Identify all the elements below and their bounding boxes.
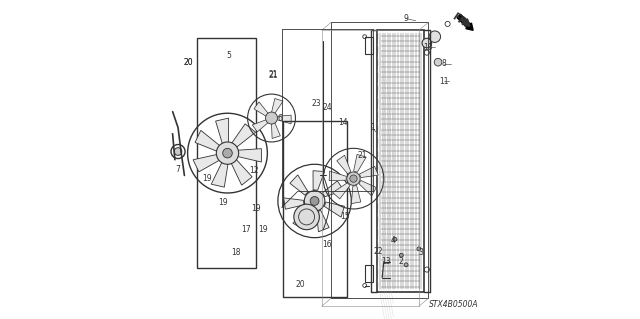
Text: 13: 13 [381, 257, 391, 266]
Polygon shape [230, 157, 252, 185]
Text: 20: 20 [296, 280, 305, 289]
Polygon shape [252, 120, 268, 132]
Circle shape [174, 148, 182, 155]
Bar [284, 121, 347, 297]
Polygon shape [211, 160, 228, 187]
Polygon shape [276, 115, 291, 124]
Circle shape [267, 113, 276, 123]
Polygon shape [359, 181, 376, 196]
Circle shape [350, 175, 357, 182]
Circle shape [399, 253, 403, 257]
Text: 19: 19 [252, 204, 261, 213]
Circle shape [223, 148, 232, 158]
Text: STX4B0500A: STX4B0500A [429, 300, 479, 309]
Circle shape [266, 112, 278, 124]
Text: 21: 21 [357, 151, 367, 160]
Polygon shape [254, 102, 268, 116]
Text: 3: 3 [418, 248, 423, 256]
Text: 19: 19 [202, 174, 212, 182]
Text: 14: 14 [338, 118, 348, 127]
Bar [365, 37, 372, 54]
Text: 1: 1 [371, 123, 375, 132]
Text: 24: 24 [322, 103, 332, 112]
Circle shape [393, 237, 397, 241]
Text: 23: 23 [311, 99, 321, 108]
Circle shape [434, 58, 442, 66]
Text: 22: 22 [373, 247, 383, 256]
Polygon shape [195, 130, 222, 152]
Polygon shape [216, 118, 228, 147]
Polygon shape [290, 175, 308, 195]
Text: 19: 19 [259, 225, 268, 234]
Text: 6: 6 [278, 114, 283, 122]
Bar [378, 30, 424, 292]
Circle shape [294, 204, 319, 230]
Text: 20: 20 [184, 58, 193, 67]
Polygon shape [235, 149, 261, 162]
Circle shape [429, 31, 440, 42]
Polygon shape [329, 171, 346, 181]
Text: 10: 10 [424, 43, 433, 52]
Circle shape [216, 142, 239, 164]
Circle shape [347, 172, 360, 185]
Text: 21: 21 [268, 70, 278, 79]
Polygon shape [230, 124, 255, 149]
Circle shape [404, 263, 408, 267]
Polygon shape [316, 211, 329, 232]
Text: 15: 15 [340, 212, 349, 221]
Polygon shape [360, 166, 378, 178]
Text: 16: 16 [322, 240, 332, 249]
Polygon shape [284, 198, 304, 209]
Polygon shape [354, 154, 366, 172]
Text: 12: 12 [249, 166, 259, 175]
Polygon shape [271, 122, 280, 138]
Text: 17: 17 [241, 225, 251, 234]
Text: 11: 11 [439, 77, 449, 86]
Polygon shape [313, 171, 324, 190]
Circle shape [310, 197, 319, 205]
Text: 21: 21 [269, 71, 278, 80]
Polygon shape [323, 181, 344, 197]
Polygon shape [333, 183, 350, 199]
Text: 7: 7 [175, 165, 180, 174]
Circle shape [417, 247, 421, 251]
Polygon shape [293, 209, 311, 229]
Text: 9: 9 [403, 14, 408, 23]
Circle shape [221, 147, 234, 159]
Text: 4: 4 [391, 236, 396, 245]
Circle shape [304, 191, 325, 211]
Text: 19: 19 [218, 198, 227, 207]
Polygon shape [351, 185, 361, 204]
Polygon shape [324, 202, 344, 217]
Bar [365, 265, 372, 282]
Bar [197, 38, 256, 268]
Text: 18: 18 [232, 248, 241, 256]
Text: 20: 20 [184, 58, 193, 67]
Polygon shape [271, 99, 283, 114]
FancyArrow shape [457, 14, 473, 30]
Text: 5: 5 [227, 51, 232, 60]
Circle shape [422, 38, 431, 48]
Polygon shape [337, 155, 351, 174]
Polygon shape [193, 154, 222, 172]
Text: FR.: FR. [450, 11, 470, 30]
Text: 2: 2 [399, 257, 404, 266]
Text: 8: 8 [442, 59, 446, 68]
